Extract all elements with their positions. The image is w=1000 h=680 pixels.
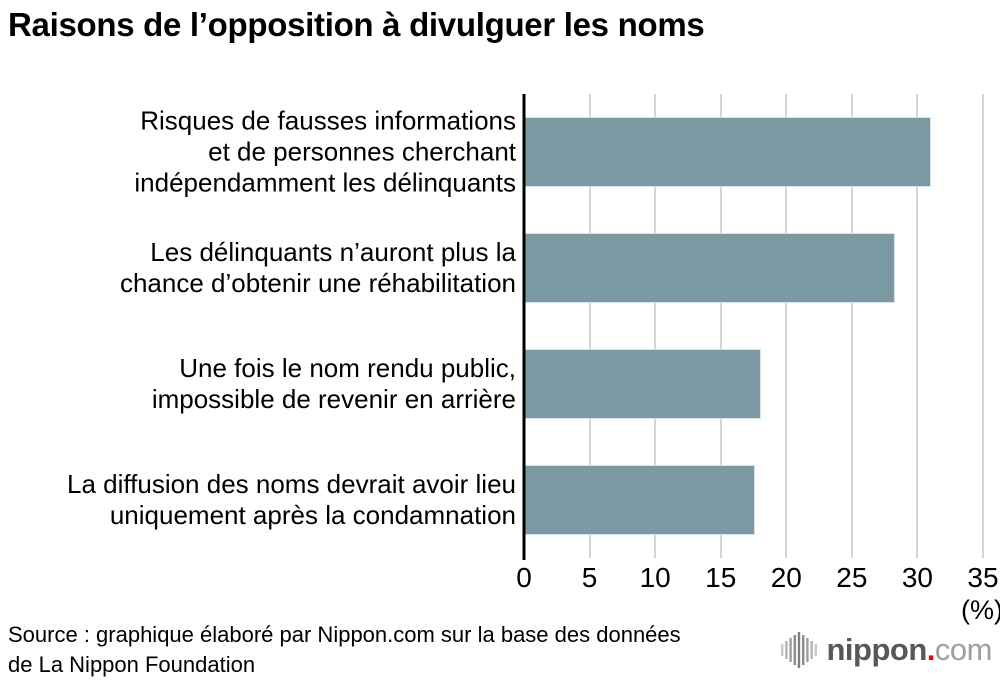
category-label-line: indépendamment les délinquants bbox=[134, 167, 516, 198]
x-tick-label-5: 5 bbox=[581, 562, 598, 593]
x-tick-label-20: 20 bbox=[770, 562, 802, 593]
bar-4 bbox=[524, 465, 755, 535]
category-label-line: La diffusion des noms devrait avoir lieu bbox=[67, 469, 516, 499]
gridline-35 bbox=[982, 94, 984, 558]
bar-1 bbox=[524, 117, 931, 187]
logo-name: nippon bbox=[826, 632, 928, 667]
category-label-line: Risques de fausses informations bbox=[140, 105, 516, 136]
category-label-line: uniquement après la condamnation bbox=[109, 500, 516, 530]
source-line-1: Source : graphique élaboré par Nippon.co… bbox=[8, 622, 681, 647]
x-axis-tick-labels: 0 5 10 15 20 25 30 35 bbox=[516, 562, 998, 596]
source-note: Source : graphique élaboré par Nippon.co… bbox=[8, 620, 681, 680]
gridline-10 bbox=[654, 94, 657, 558]
x-tick-label-10: 10 bbox=[639, 562, 671, 593]
gridline-25 bbox=[850, 94, 853, 558]
bar-2 bbox=[524, 233, 896, 303]
x-tick-label-35: 35 bbox=[967, 562, 999, 593]
category-label-line: impossible de revenir en arrière bbox=[151, 384, 516, 414]
y-axis-line bbox=[522, 94, 526, 560]
x-tick-label-15: 15 bbox=[705, 562, 737, 593]
category-label-line: et de personnes cherchant bbox=[208, 136, 516, 167]
category-label-4: La diffusion des noms devrait avoir lieu… bbox=[0, 469, 516, 531]
category-label-line: Les délinquants n’auront plus la bbox=[150, 237, 516, 267]
gridline-30 bbox=[916, 94, 919, 558]
waveform-icon bbox=[780, 632, 817, 668]
category-label-2: Les délinquants n’auront plus la chance d… bbox=[0, 237, 516, 299]
gridline-5 bbox=[588, 94, 591, 558]
category-label-line: chance d’obtenir une réhabilitation bbox=[119, 268, 516, 298]
logo-tld: com bbox=[934, 632, 993, 667]
logo-dot: . bbox=[926, 632, 936, 667]
gridline-20 bbox=[785, 94, 788, 558]
category-label-1: Risques de fausses informations et de per… bbox=[0, 106, 516, 199]
x-tick-label-25: 25 bbox=[836, 562, 868, 593]
x-tick-label-0: 0 bbox=[516, 562, 532, 593]
gridline-15 bbox=[719, 94, 722, 558]
chart-title: Raisons de l’opposition à divulguer les … bbox=[8, 6, 705, 43]
plot-area bbox=[522, 94, 984, 560]
category-label-3: Une fois le nom rendu public, impossible … bbox=[0, 353, 516, 415]
x-axis-unit-label: (%) bbox=[961, 595, 1000, 625]
bar-3 bbox=[524, 349, 762, 419]
source-line-2: de La Nippon Foundation bbox=[8, 652, 256, 677]
x-tick-label-30: 30 bbox=[901, 562, 933, 593]
nippon-logo-text: nippon.com bbox=[827, 632, 993, 668]
nippon-logo: nippon.com bbox=[780, 630, 993, 670]
category-label-line: Une fois le nom rendu public, bbox=[179, 353, 516, 383]
